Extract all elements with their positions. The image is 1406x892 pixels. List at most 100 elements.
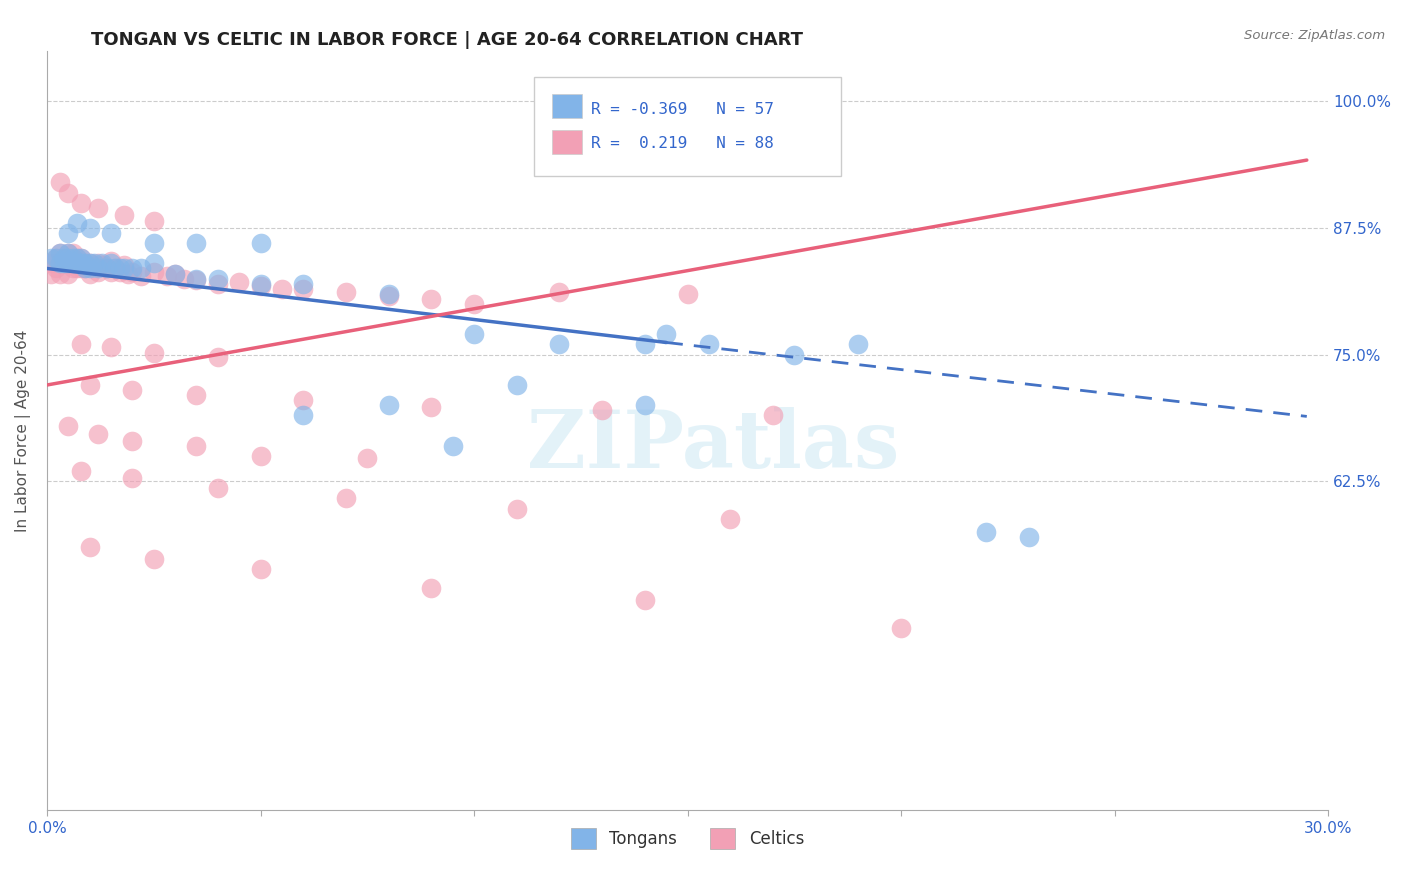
Point bbox=[49, 256, 72, 270]
Point bbox=[783, 348, 806, 362]
Point bbox=[104, 261, 127, 276]
Point bbox=[173, 271, 195, 285]
Point bbox=[165, 267, 187, 281]
Point bbox=[463, 327, 485, 342]
Point bbox=[441, 439, 464, 453]
Point bbox=[91, 256, 114, 270]
Point bbox=[39, 256, 62, 270]
Point bbox=[49, 246, 72, 260]
Point bbox=[100, 226, 122, 240]
Point bbox=[58, 186, 80, 200]
Point bbox=[108, 261, 131, 276]
Point bbox=[420, 581, 443, 595]
Point bbox=[548, 337, 571, 351]
Point bbox=[634, 398, 657, 412]
Point bbox=[87, 256, 110, 270]
Point bbox=[142, 256, 165, 270]
Point bbox=[249, 278, 271, 293]
Point bbox=[249, 277, 271, 291]
Point bbox=[186, 272, 208, 286]
Point bbox=[49, 175, 72, 189]
Text: ZIPatlas: ZIPatlas bbox=[527, 407, 900, 484]
Point bbox=[292, 277, 315, 291]
Text: R =  0.219   N = 88: R = 0.219 N = 88 bbox=[592, 136, 775, 151]
Point bbox=[548, 285, 571, 299]
Point bbox=[377, 398, 399, 412]
Point bbox=[377, 286, 399, 301]
Point bbox=[165, 267, 187, 281]
Point bbox=[377, 289, 399, 303]
Point bbox=[155, 268, 177, 283]
Point bbox=[58, 226, 80, 240]
Point bbox=[697, 337, 720, 351]
Point bbox=[121, 383, 143, 397]
Point bbox=[62, 256, 84, 270]
Point bbox=[53, 252, 76, 266]
Point bbox=[58, 256, 80, 270]
Point bbox=[58, 246, 80, 260]
Point bbox=[335, 285, 357, 299]
Point bbox=[70, 337, 93, 351]
Point bbox=[83, 256, 105, 270]
Point bbox=[186, 236, 208, 251]
Point bbox=[249, 449, 271, 463]
Point bbox=[39, 267, 62, 281]
Point bbox=[53, 256, 76, 270]
Point bbox=[79, 256, 101, 270]
Point bbox=[292, 282, 315, 296]
Point bbox=[58, 267, 80, 281]
Text: Source: ZipAtlas.com: Source: ZipAtlas.com bbox=[1244, 29, 1385, 42]
Point bbox=[591, 403, 613, 417]
Point bbox=[79, 378, 101, 392]
Point bbox=[79, 221, 101, 235]
Point bbox=[976, 524, 998, 539]
Point bbox=[87, 261, 110, 276]
Point bbox=[506, 501, 529, 516]
Point bbox=[186, 439, 208, 453]
Point bbox=[129, 261, 152, 276]
Point bbox=[79, 261, 101, 276]
Point bbox=[58, 418, 80, 433]
Point bbox=[75, 261, 97, 276]
Point bbox=[121, 434, 143, 448]
Point bbox=[142, 236, 165, 251]
Point bbox=[142, 345, 165, 359]
Point bbox=[79, 267, 101, 281]
Point bbox=[49, 246, 72, 260]
Point bbox=[104, 261, 127, 276]
Text: R = -0.369   N = 57: R = -0.369 N = 57 bbox=[592, 103, 775, 118]
Point bbox=[62, 261, 84, 276]
Point bbox=[129, 268, 152, 283]
Point bbox=[58, 252, 80, 266]
Text: TONGAN VS CELTIC IN LABOR FORCE | AGE 20-64 CORRELATION CHART: TONGAN VS CELTIC IN LABOR FORCE | AGE 20… bbox=[91, 31, 803, 49]
Point bbox=[121, 471, 143, 485]
Point bbox=[53, 252, 76, 266]
Point bbox=[186, 271, 208, 285]
Point bbox=[420, 401, 443, 415]
Point bbox=[70, 464, 93, 478]
Point bbox=[100, 264, 122, 278]
Point bbox=[58, 246, 80, 260]
Point bbox=[79, 540, 101, 554]
Point bbox=[62, 252, 84, 266]
Point bbox=[142, 214, 165, 228]
Point bbox=[75, 256, 97, 270]
Point bbox=[44, 252, 66, 266]
Point bbox=[207, 271, 229, 285]
Point bbox=[87, 201, 110, 215]
FancyBboxPatch shape bbox=[534, 78, 841, 176]
Point bbox=[66, 252, 89, 266]
Point bbox=[44, 261, 66, 276]
Point bbox=[70, 195, 93, 210]
Point bbox=[207, 277, 229, 291]
Point bbox=[87, 426, 110, 441]
Point bbox=[62, 256, 84, 270]
Point bbox=[49, 267, 72, 281]
Point bbox=[66, 252, 89, 266]
Point bbox=[79, 256, 101, 270]
Point bbox=[228, 275, 250, 289]
Point bbox=[121, 264, 143, 278]
Point bbox=[112, 208, 135, 222]
Point bbox=[249, 236, 271, 251]
Point bbox=[207, 481, 229, 495]
